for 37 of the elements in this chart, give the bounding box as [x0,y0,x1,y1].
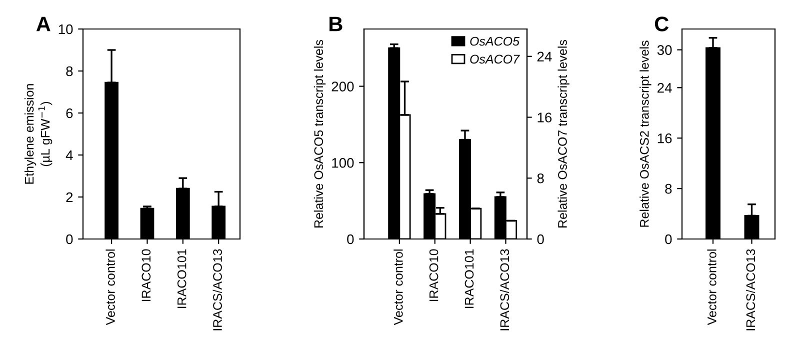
x-tick-label: IRACO101 [177,249,186,308]
x-tick-label: IRACS/ACO13 [500,249,510,330]
y-tick-label: 100 [332,158,354,168]
chart-title: C [654,16,669,32]
legend-label: OsACO5 [470,36,520,46]
x-tick-label: IRACS/ACO13 [212,249,222,330]
x-tick-label: Vector control [707,250,716,326]
y2-tick-label: 24 [537,52,552,62]
y-tick-label: 10 [58,24,73,34]
x-tick-label: IRACO10 [142,249,151,302]
y-tick-label: 6 [66,108,73,118]
x-tick-label: IRACO101 [464,249,474,308]
y-axis-title: Relative OsACO5 transcript levels [314,40,326,228]
y2-tick-label: 8 [537,173,544,184]
y-tick-label: 4 [66,150,73,160]
y-axis-title: Ethylene emission (µL gFW$^{−1}$) [24,84,52,184]
x-tick-label: Vector control [106,250,115,326]
y-axis-title: Relative OsACS2 transcript levels [640,40,652,227]
y-tick-label: 2 [66,192,73,202]
y-tick-label: 0 [665,234,672,244]
y-tick-label: 16 [658,133,672,144]
y2-tick-label: 16 [538,112,552,122]
x-tick-label: Vector control [394,250,403,326]
y-tick-label: 8 [66,66,73,76]
y-tick-label: 24 [658,82,672,93]
y-tick-label: 0 [66,234,73,244]
x-tick-label: IRACO10 [429,249,438,302]
legend-label: OsACO7 [470,54,520,64]
y2-tick-label: 0 [537,234,544,244]
y-tick-label: 30 [657,45,672,55]
chart-title: A [36,16,50,32]
y-tick-label: 200 [332,82,354,92]
y2-axis-title: Relative OsACO7 transcript levels [558,40,570,228]
y-tick-label: 8 [665,184,672,194]
x-tick-label: IRACS/ACO13 [746,249,756,330]
chart-title: B [330,16,342,32]
y-tick-label: 0 [347,234,354,244]
